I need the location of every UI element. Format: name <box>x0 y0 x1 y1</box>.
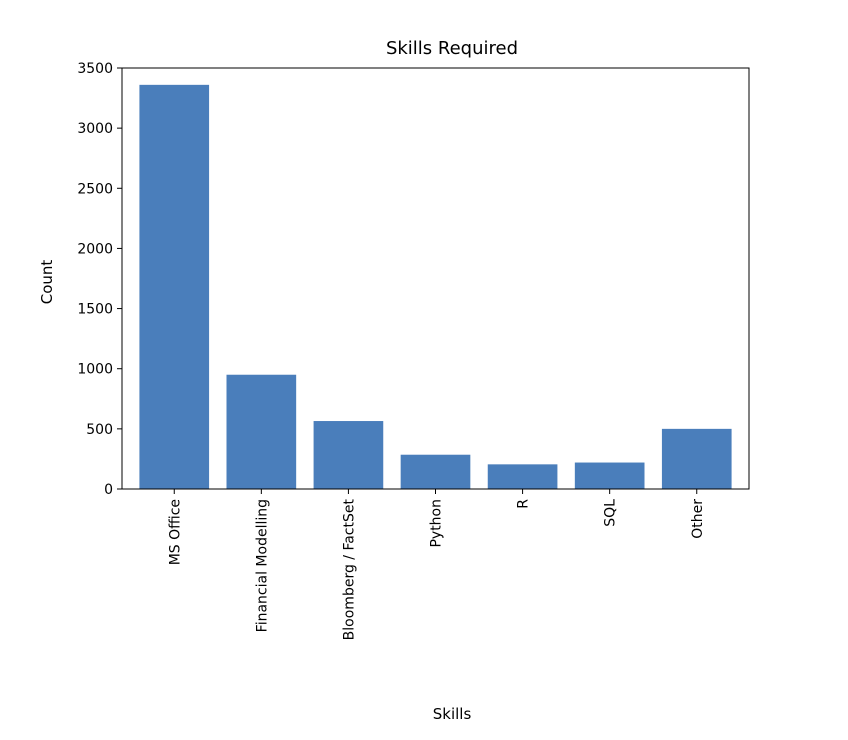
bar-bloomberg-factset <box>313 421 384 489</box>
x-axis-title: Skills <box>433 705 472 723</box>
plot-frame <box>121 67 750 490</box>
x-tick-label: Bloomberg / FactSet <box>341 499 357 641</box>
y-tick-label: 2000 <box>77 241 113 257</box>
bar-ms-office <box>139 84 210 489</box>
y-axis: 0 500 1000 1500 2000 2500 3000 3500 <box>77 61 122 498</box>
x-axis: MS Office Financial Modelling Bloomberg / … <box>167 489 706 640</box>
chart-title: Skills Required <box>386 38 518 59</box>
x-tick-label: Financial Modelling <box>254 499 270 632</box>
y-tick-label: 0 <box>104 482 113 498</box>
y-tick-label: 1000 <box>77 362 113 378</box>
y-axis-title: Count <box>38 260 56 305</box>
y-tick-label: 2500 <box>77 181 113 197</box>
x-tick-label: Python <box>429 499 445 548</box>
bars-group <box>139 84 732 489</box>
y-tick-label: 1500 <box>77 302 113 318</box>
x-tick-label: Other <box>690 499 706 539</box>
bar-sql <box>574 462 645 489</box>
bar-r <box>487 464 558 489</box>
x-tick-label: R <box>516 499 532 509</box>
y-tick-label: 3500 <box>77 61 113 77</box>
x-tick-label: MS Office <box>167 499 183 565</box>
y-tick-label: 3000 <box>77 121 113 137</box>
bar-python <box>400 454 471 489</box>
x-tick-label: SQL <box>603 499 619 527</box>
bar-financial-modelling <box>226 374 297 489</box>
y-tick-label: 500 <box>86 422 113 438</box>
bar-other <box>661 428 732 489</box>
